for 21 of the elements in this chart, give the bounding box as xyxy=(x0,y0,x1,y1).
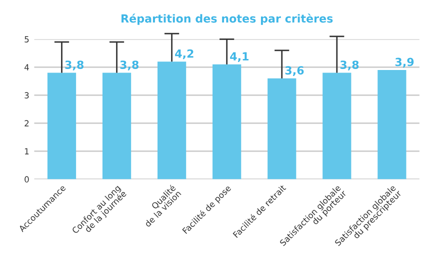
bar xyxy=(212,64,242,180)
chart-title: Répartition des notes par critères xyxy=(122,14,333,25)
data-label: 3,8 xyxy=(65,60,84,70)
bar xyxy=(322,72,352,180)
y-tick-label: 0 xyxy=(24,176,29,182)
y-tick-label: 3 xyxy=(24,92,29,98)
data-label: 3,6 xyxy=(285,66,304,76)
bar xyxy=(378,70,406,180)
data-label: 4,2 xyxy=(175,49,194,60)
bar xyxy=(158,62,186,180)
y-tick-label: 4 xyxy=(24,64,29,70)
data-label: 3,8 xyxy=(120,60,139,70)
y-tick-label: 2 xyxy=(24,120,29,126)
y-tick-label: 1 xyxy=(24,148,29,154)
data-label: 4,1 xyxy=(230,52,249,62)
data-label: 3,9 xyxy=(395,58,414,68)
y-tick-label: 5 xyxy=(24,36,29,42)
bar xyxy=(102,72,132,180)
bar xyxy=(268,78,296,180)
data-label: 3,8 xyxy=(340,60,359,70)
bar xyxy=(47,72,76,180)
